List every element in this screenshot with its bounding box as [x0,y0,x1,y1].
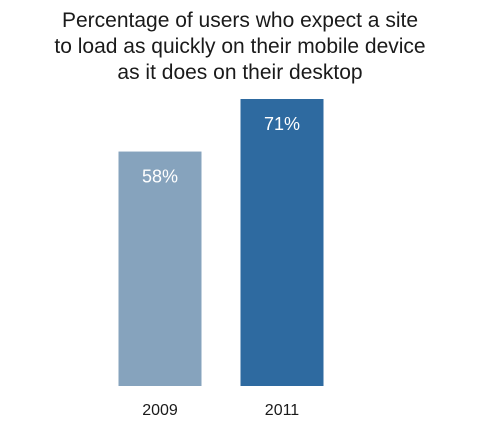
chart-title-line-2: to load as quickly on their mobile devic… [54,35,426,58]
chart-title-line-1: Percentage of users who expect a site [61,9,419,32]
data-label-2009: 58% [142,167,178,187]
bar-2009 [118,151,202,386]
bar-2011 [240,99,324,386]
data-label-2011: 71% [264,114,300,134]
x-tick-label-2011: 2011 [265,402,300,419]
chart-title-line-3: as it does on their desktop [117,61,363,84]
chart-title: Percentage of users who expect a site to… [0,8,480,86]
x-tick-label-2009: 2009 [142,402,178,419]
